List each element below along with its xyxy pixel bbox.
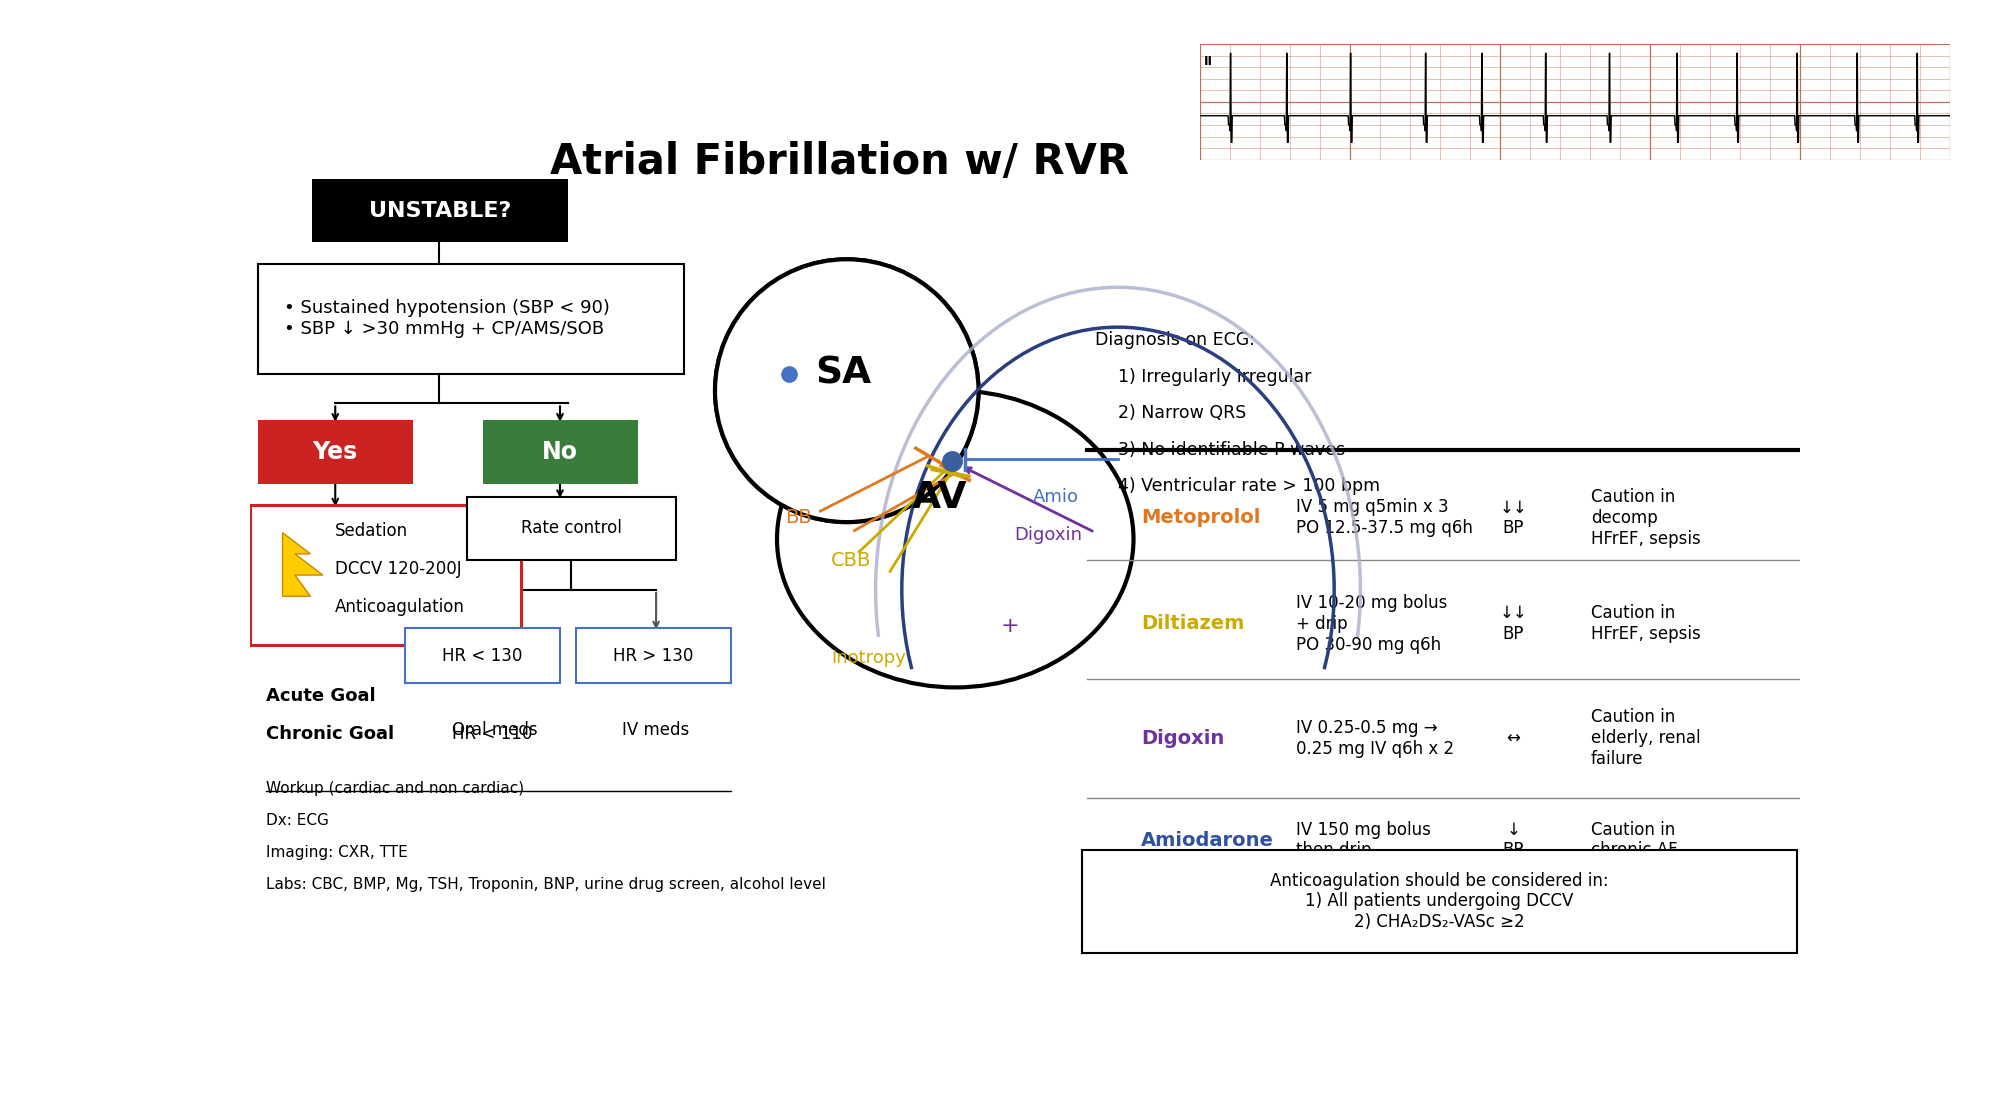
FancyBboxPatch shape <box>312 178 568 242</box>
Text: BB: BB <box>784 509 812 527</box>
Polygon shape <box>282 533 322 597</box>
Text: Caution in
chronic AF: Caution in chronic AF <box>1590 820 1678 860</box>
Text: ↓
BP: ↓ BP <box>1502 820 1524 860</box>
FancyBboxPatch shape <box>404 628 560 683</box>
Text: Chronic Goal: Chronic Goal <box>266 726 394 743</box>
Text: HR < 110: HR < 110 <box>452 726 532 743</box>
Text: ↓↓
BP: ↓↓ BP <box>1500 604 1528 643</box>
Ellipse shape <box>776 391 1134 687</box>
Text: IV 10-20 mg bolus
+ drip
PO 30-90 mg q6h: IV 10-20 mg bolus + drip PO 30-90 mg q6h <box>1296 595 1448 654</box>
FancyBboxPatch shape <box>468 497 676 560</box>
Text: Anticoagulation: Anticoagulation <box>336 598 466 615</box>
FancyBboxPatch shape <box>482 421 638 484</box>
FancyBboxPatch shape <box>250 505 522 645</box>
FancyBboxPatch shape <box>258 263 684 373</box>
Text: Sedation: Sedation <box>336 522 408 539</box>
Text: 1) Irregularly Irregular: 1) Irregularly Irregular <box>1118 368 1312 385</box>
Text: Labs: CBC, BMP, Mg, TSH, Troponin, BNP, urine drug screen, alcohol level: Labs: CBC, BMP, Mg, TSH, Troponin, BNP, … <box>266 877 826 892</box>
Text: • Sustained hypotension (SBP < 90)
• SBP ↓ >30 mmHg + CP/AMS/SOB: • Sustained hypotension (SBP < 90) • SBP… <box>284 299 610 338</box>
Ellipse shape <box>716 260 978 522</box>
Text: DCCV 120-200J: DCCV 120-200J <box>336 559 462 578</box>
Text: AV: AV <box>912 480 968 515</box>
Text: 4) Ventricular rate > 100 bpm: 4) Ventricular rate > 100 bpm <box>1118 477 1380 495</box>
Text: IV 150 mg bolus
then drip: IV 150 mg bolus then drip <box>1296 820 1432 860</box>
Text: IV 5 mg q5min x 3
PO 12.5-37.5 mg q6h: IV 5 mg q5min x 3 PO 12.5-37.5 mg q6h <box>1296 499 1474 537</box>
Text: No: No <box>542 440 578 465</box>
Text: Dx: ECG: Dx: ECG <box>266 813 328 828</box>
Text: Inotropy: Inotropy <box>832 650 906 667</box>
Text: ↓↓
BP: ↓↓ BP <box>1500 499 1528 537</box>
FancyBboxPatch shape <box>258 421 412 484</box>
Text: II: II <box>1204 55 1212 68</box>
FancyBboxPatch shape <box>576 628 730 683</box>
Text: Acute Goal: Acute Goal <box>266 687 376 705</box>
Text: Diagnosis on ECG:: Diagnosis on ECG: <box>1094 331 1254 349</box>
Ellipse shape <box>716 260 978 522</box>
Text: UNSTABLE?: UNSTABLE? <box>368 200 512 220</box>
FancyBboxPatch shape <box>1082 850 1796 952</box>
Text: SA: SA <box>816 356 872 392</box>
Text: IV meds: IV meds <box>622 721 690 739</box>
Text: Caution in
decomp
HFrEF, sepsis: Caution in decomp HFrEF, sepsis <box>1590 488 1700 547</box>
Text: Amio: Amio <box>1032 488 1078 505</box>
Text: CBB: CBB <box>832 550 872 569</box>
Text: Caution in
HFrEF, sepsis: Caution in HFrEF, sepsis <box>1590 604 1700 643</box>
Text: 2) Narrow QRS: 2) Narrow QRS <box>1118 404 1246 423</box>
Text: Metoprolol: Metoprolol <box>1142 509 1260 527</box>
Text: Diltiazem: Diltiazem <box>1142 614 1244 633</box>
Text: HR > 130: HR > 130 <box>612 646 694 665</box>
Text: Amiodarone: Amiodarone <box>1142 830 1274 850</box>
Text: Rate control: Rate control <box>522 520 622 537</box>
Text: Workup (cardiac and non cardiac): Workup (cardiac and non cardiac) <box>266 781 524 796</box>
Text: +: + <box>1000 615 1018 635</box>
Text: HR < 130: HR < 130 <box>442 646 522 665</box>
Text: Oral meds: Oral meds <box>452 721 538 739</box>
Text: Caution in
elderly, renal
failure: Caution in elderly, renal failure <box>1590 708 1700 768</box>
Text: Atrial Fibrillation w/ RVR: Atrial Fibrillation w/ RVR <box>550 141 1128 183</box>
Text: Anticoagulation should be considered in:
1) All patients undergoing DCCV
2) CHA₂: Anticoagulation should be considered in:… <box>1270 872 1608 931</box>
Text: Digoxin: Digoxin <box>1142 729 1224 748</box>
Text: Yes: Yes <box>312 440 358 465</box>
Text: ↔: ↔ <box>1506 729 1520 748</box>
Text: Imaging: CXR, TTE: Imaging: CXR, TTE <box>266 846 408 860</box>
Text: 3) No identifiable P waves: 3) No identifiable P waves <box>1118 440 1346 459</box>
Text: IV 0.25-0.5 mg →
0.25 mg IV q6h x 2: IV 0.25-0.5 mg → 0.25 mg IV q6h x 2 <box>1296 719 1454 757</box>
Text: Digoxin: Digoxin <box>1014 526 1082 544</box>
